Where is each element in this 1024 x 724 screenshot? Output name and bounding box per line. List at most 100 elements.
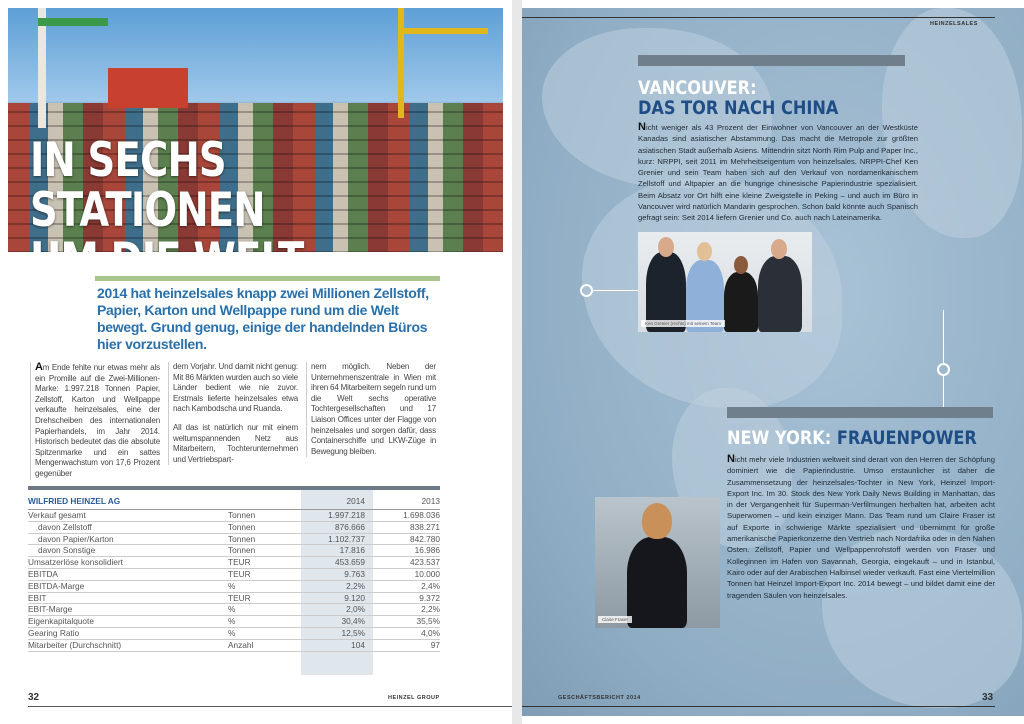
vancouver-team-photo: Ken Grenier (rechts) mit seinem Team	[638, 232, 812, 332]
row-label: EBITDA-Marge	[28, 580, 85, 591]
row-label: Gearing Ratio	[28, 627, 80, 638]
table-row: Eigenkapitalquote% 30,4% 35,5%	[28, 616, 440, 628]
table-row: davon Sonstige Tonnen 17.816 16.986	[28, 545, 440, 558]
page-number-left: 32	[28, 692, 40, 703]
vancouver-subtitle: DAS TOR NACH CHINA	[638, 97, 839, 119]
value-2014: 453.659	[335, 557, 365, 568]
drop-cap: A	[35, 361, 43, 373]
footer-rule	[522, 706, 995, 707]
value-2014: 9.763	[344, 568, 365, 579]
table-row: Verkauf gesamt Tonnen 1.997.218 1.698.036	[28, 510, 440, 522]
value-2013: 10.000	[414, 568, 440, 579]
section-bar-newyork	[727, 407, 993, 418]
row-unit: Tonnen	[228, 521, 256, 532]
table-row: EBITDA TEUR 9.763 10.000	[28, 569, 440, 581]
row-label: Verkauf gesamt	[28, 510, 86, 520]
container-shading	[8, 103, 503, 252]
lead-paragraph: 2014 hat heinzelsales knapp zwei Million…	[97, 285, 429, 352]
map-landmass	[882, 8, 1022, 238]
value-2013: 2,4%	[421, 580, 440, 591]
row-unit: Tonnen	[228, 510, 256, 520]
row-unit: TEUR	[228, 557, 251, 568]
value-2013: 9.372	[419, 592, 440, 603]
footer-label-left: HEINZEL GROUP	[388, 695, 440, 701]
row-unit: Tonnen	[228, 533, 256, 544]
value-2013: 1.698.036	[403, 510, 440, 520]
footer-label-right: GESCHÄFTSBERICHT 2014	[558, 695, 641, 701]
value-2014: 876.666	[335, 521, 365, 532]
table-row: Mitarbeiter (Durchschnitt) Anzahl 104 97	[28, 640, 440, 652]
row-label: Umsatzerlöse konsolidiert	[28, 557, 123, 568]
photo-caption: Claire Fraser	[598, 616, 633, 623]
value-2014: 9.120	[344, 592, 365, 603]
map-landmass	[542, 28, 772, 188]
row-unit: TEUR	[228, 568, 251, 579]
header-rule	[522, 17, 995, 18]
crane-arm	[38, 18, 108, 26]
row-unit: Anzahl	[228, 639, 254, 650]
value-2013: 97	[430, 639, 440, 650]
table-row: EBIT TEUR 9.120 9.372	[28, 593, 440, 605]
column-text: nern möglich. Neben der Unternehmenszent…	[311, 362, 436, 456]
hero-title: IN SECHS STATIONEN UM DIE WELT	[30, 133, 418, 253]
crane-arm	[398, 28, 488, 34]
row-unit: %	[228, 627, 236, 638]
section-bar-vancouver	[638, 55, 905, 66]
hero-title-line: IN SECHS STATIONEN	[30, 133, 266, 238]
value-2013: 842.780	[410, 533, 440, 544]
value-2014: 104	[351, 639, 365, 650]
connector-line	[593, 290, 638, 291]
ship	[108, 68, 188, 108]
row-unit: Tonnen	[228, 545, 256, 556]
section-text: icht mehr viele Industrien weltweit sind…	[727, 455, 995, 600]
column-text: All das ist natürlich nur mit einem welt…	[173, 422, 298, 464]
header-label: HEINZELSALES	[930, 21, 978, 27]
photo-caption: Ken Grenier (rechts) mit seinem Team	[641, 320, 725, 327]
value-2014: 2,2%	[346, 580, 365, 591]
row-unit: %	[228, 604, 236, 615]
connector-line	[943, 376, 944, 407]
page-number-right: 33	[982, 692, 994, 703]
page-gutter	[512, 0, 522, 724]
row-label: davon Sonstige	[38, 545, 96, 556]
newyork-title-part1: NEW YORK:	[727, 427, 832, 449]
newyork-title-part2: FRAUENPOWER	[836, 427, 977, 449]
row-unit: %	[228, 616, 236, 627]
row-unit: %	[228, 580, 236, 591]
row-label: Mitarbeiter (Durchschnitt)	[28, 639, 122, 650]
value-2014: 1.102.737	[328, 533, 365, 544]
row-label: davon Papier/Karton	[38, 533, 114, 544]
row-unit: TEUR	[228, 592, 251, 603]
table-row: Gearing Ratio% 12,5% 4,0%	[28, 628, 440, 640]
value-2014: 12,5%	[341, 627, 365, 638]
value-2013: 423.537	[410, 557, 440, 568]
vancouver-title: VANCOUVER:	[638, 77, 757, 99]
table-title: WILFRIED HEINZEL AG	[28, 496, 121, 506]
drop-cap: N	[727, 453, 735, 465]
newyork-portrait-photo: Claire Fraser	[595, 497, 720, 628]
year-2013: 2013	[421, 496, 440, 506]
row-label: Eigenkapitalquote	[28, 616, 94, 627]
value-2013: 16.986	[414, 545, 440, 556]
value-2014: 1.997.218	[328, 510, 365, 520]
drop-cap: N	[638, 121, 646, 133]
row-label: EBITDA	[28, 568, 58, 579]
financial-table: WILFRIED HEINZEL AG 2014 2013 Verkauf ge…	[28, 486, 440, 675]
year-2014: 2014	[346, 496, 365, 506]
newyork-title: NEW YORK: FRAUENPOWER	[727, 428, 999, 448]
map-landmass	[822, 528, 1022, 708]
crane	[398, 8, 404, 118]
column-text: dem Vorjahr. Und damit nicht genug: Mit …	[173, 362, 298, 414]
column-text: m Ende fehlte nur etwas mehr als ein Pro…	[35, 363, 160, 478]
connector-line	[943, 310, 944, 363]
table-row: Umsatzerlöse konsolidiert TEUR 453.659 423.…	[28, 557, 440, 569]
section-text: icht weniger als 43 Prozent der Einwohne…	[638, 123, 918, 223]
value-2013: 4,0%	[421, 627, 440, 638]
footer-rule	[28, 706, 515, 707]
value-2013: 35,5%	[416, 616, 440, 627]
table-row: EBITDA-Marge% 2,2% 2,4%	[28, 581, 440, 593]
newyork-text: Nicht mehr viele Industrien weltweit sin…	[727, 453, 995, 601]
row-label: davon Zellstoff	[38, 521, 92, 532]
row-label: EBIT	[28, 592, 47, 603]
map-marker-newyork	[937, 363, 950, 376]
